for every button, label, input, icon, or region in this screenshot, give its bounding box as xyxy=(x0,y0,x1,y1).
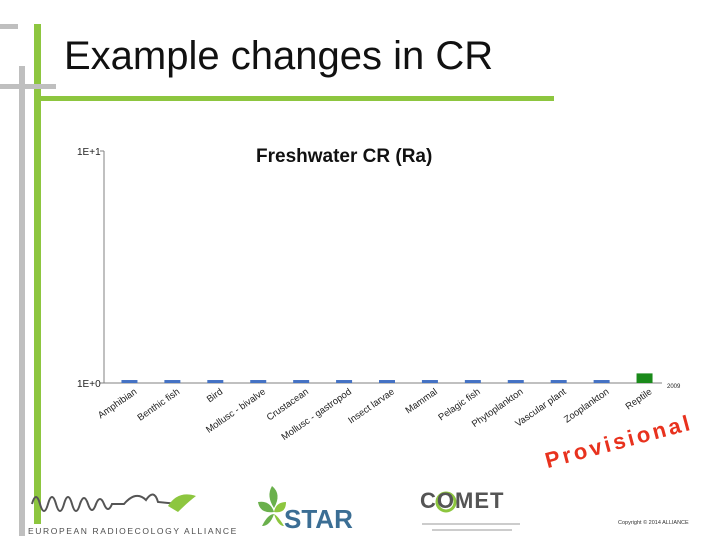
bar xyxy=(379,380,395,383)
frame-left-green-bar xyxy=(34,24,41,524)
legend-label: 2009 xyxy=(667,384,681,390)
bar xyxy=(293,380,310,383)
bar xyxy=(164,380,181,383)
bar xyxy=(593,380,610,383)
category-label: Amphibian xyxy=(96,386,139,421)
category-label: Bird xyxy=(205,386,225,405)
y-tick-label: 1E+1 xyxy=(77,147,101,158)
waveform-icon xyxy=(31,493,196,512)
frame-corner-bar xyxy=(0,24,18,29)
category-label: Benthic fish xyxy=(136,386,183,423)
star-logo: STAR xyxy=(252,482,382,538)
bar xyxy=(250,380,267,383)
bar xyxy=(121,380,138,383)
bar xyxy=(421,380,438,383)
star-logo-text: STAR xyxy=(284,504,353,534)
comet-logo: COMET xyxy=(412,484,532,540)
frame-left-gray-bar xyxy=(19,66,25,536)
frame-top-green-bar xyxy=(34,96,554,101)
category-label: Mammal xyxy=(403,386,439,416)
copyright-notice: Copyright © 2014 ALLIANCE xyxy=(618,520,689,526)
bar xyxy=(550,380,567,383)
bar xyxy=(336,380,353,383)
category-label: Mollusc - gastropod xyxy=(280,386,354,443)
bar xyxy=(464,380,481,383)
category-label: Insect larvae xyxy=(346,386,396,426)
bar xyxy=(207,380,224,383)
frame-top-gray-bar xyxy=(0,84,56,89)
chart-title: Freshwater CR (Ra) xyxy=(256,146,433,167)
category-label: Zooplankton xyxy=(562,386,611,425)
era-logo-label: EUROPEAN RADIOECOLOGY ALLIANCE xyxy=(28,526,238,536)
page-title: Example changes in CR xyxy=(64,34,494,78)
bar xyxy=(507,380,524,383)
comet-icon xyxy=(422,491,520,531)
y-tick-label: 1E+0 xyxy=(77,379,101,390)
comet-logo-text: COMET xyxy=(420,488,505,513)
european-radioecology-alliance-logo: EUROPEAN RADIOECOLOGY ALLIANCE xyxy=(28,486,236,538)
category-label: Reptile xyxy=(624,386,655,412)
star-leaf-icon xyxy=(258,486,286,526)
bar xyxy=(636,373,653,383)
